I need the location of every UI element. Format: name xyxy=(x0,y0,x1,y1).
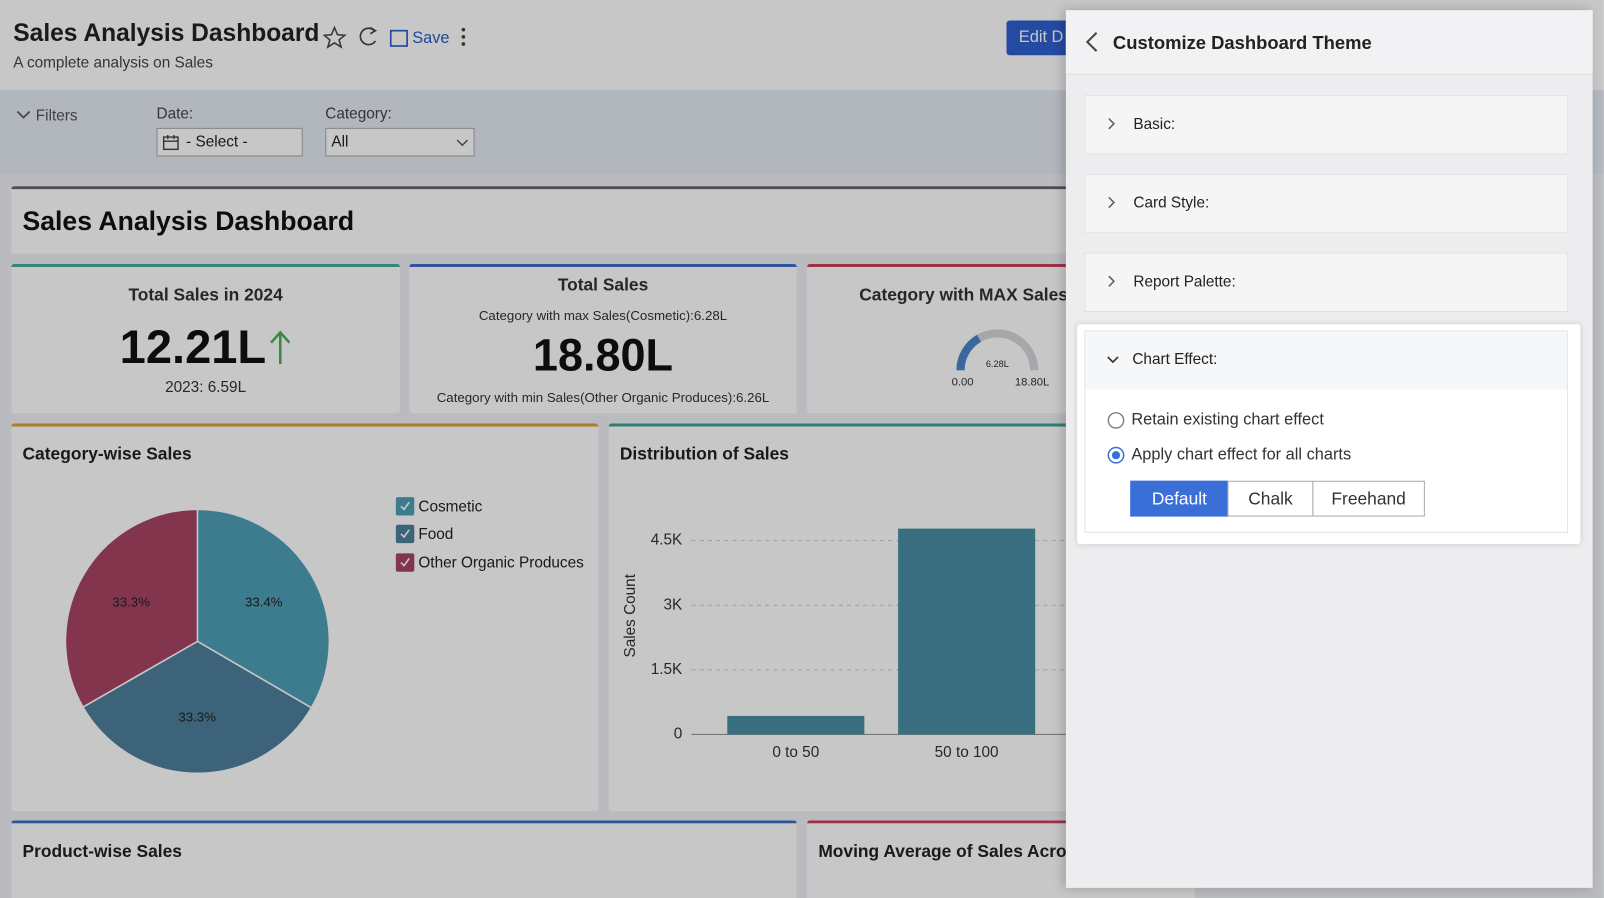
trend-up-arrow xyxy=(270,330,291,365)
radio-group xyxy=(1107,412,1125,464)
bar xyxy=(727,715,865,735)
chart-title: Distribution of Sales xyxy=(619,443,789,464)
y-tick-label: 1.5K xyxy=(651,661,683,678)
menu-dot[interactable] xyxy=(461,27,466,32)
x-tick-label: 0 to 50 xyxy=(772,744,819,761)
legend-label[interactable]: Food xyxy=(418,525,454,544)
section-label: Report Palette: xyxy=(1133,273,1236,291)
kpi-card xyxy=(409,263,797,414)
option-label[interactable]: Apply chart effect for all charts xyxy=(1131,445,1352,464)
y-tick-label: 0 xyxy=(674,725,683,742)
refresh-arrow xyxy=(369,26,377,35)
gauge-value xyxy=(956,334,982,371)
legend-label[interactable]: Cosmetic xyxy=(418,498,483,516)
kpi-card xyxy=(11,263,400,414)
chart-card xyxy=(11,820,797,898)
chart-title: Category-wise Sales xyxy=(22,443,192,464)
section-chart-effect xyxy=(1084,330,1569,533)
date-label: Date: xyxy=(156,105,194,123)
filter-chevron[interactable] xyxy=(16,109,31,119)
page-title: Sales Analysis Dashboard xyxy=(13,19,320,48)
y-tick-label: 4.5K xyxy=(651,532,683,549)
section-label: Basic: xyxy=(1133,115,1176,133)
save-button[interactable]: Save xyxy=(412,29,450,48)
slice-label: 33.3% xyxy=(112,595,150,610)
section-label: Card Style: xyxy=(1133,194,1210,212)
category-select[interactable] xyxy=(325,127,475,157)
section-header[interactable] xyxy=(1085,331,1568,390)
bar xyxy=(898,528,1036,735)
menu-dot xyxy=(461,42,466,46)
pie-slice xyxy=(64,508,199,709)
kpi-max-note: Category with max Sales(Cosmetic):6.28L xyxy=(478,307,728,324)
kpi-comparison: 2023: 6.59L xyxy=(165,378,247,396)
kpi-title: Total Sales in 2024 xyxy=(128,285,283,305)
gauge-value-label: 6.28L xyxy=(986,359,1009,369)
legend-checkbox[interactable] xyxy=(395,553,415,572)
section-label: Chart Effect: xyxy=(1132,350,1218,369)
effect-button-selected[interactable]: Default xyxy=(1130,480,1229,517)
theme-panel: Customize Dashboard Theme Basic: Card St… xyxy=(1065,10,1593,888)
calendar-icon xyxy=(162,135,179,151)
kpi-value: 12.21L xyxy=(119,320,267,374)
kpi-title: Category with MAX Sales( xyxy=(859,285,1074,305)
menu-dot xyxy=(461,34,466,39)
expand-chevron xyxy=(1107,356,1119,364)
radio[interactable] xyxy=(1107,412,1125,429)
radio-dot xyxy=(1111,451,1121,460)
kpi-min-note: Category with min Sales(Other Organic Pr… xyxy=(436,389,770,406)
page-subtitle: A complete analysis on Sales xyxy=(13,54,213,72)
y-axis-label: Sales Count xyxy=(622,573,639,657)
date-input[interactable] xyxy=(156,127,303,157)
x-tick-label: 50 to 100 xyxy=(935,744,999,761)
effect-button[interactable]: Chalk xyxy=(1227,480,1314,517)
category-value: All xyxy=(331,132,349,151)
effect-button[interactable]: Freehand xyxy=(1312,480,1425,517)
legend-label[interactable]: Other Organic Produces xyxy=(418,554,584,572)
panel-header xyxy=(1065,10,1593,75)
category-label: Category: xyxy=(325,105,392,123)
legend-checkbox[interactable] xyxy=(395,497,415,516)
refresh-icon[interactable] xyxy=(359,27,377,46)
save-icon[interactable] xyxy=(389,29,408,47)
filters-toggle[interactable]: Filters xyxy=(35,107,78,125)
gauge-max-label: 18.80L xyxy=(1015,377,1049,389)
header-icons xyxy=(323,25,466,49)
y-tick-label: 3K xyxy=(664,596,684,613)
gauge-min-label: 0.00 xyxy=(952,377,974,389)
pie-slice xyxy=(196,508,331,709)
option-label[interactable]: Retain existing chart effect xyxy=(1131,411,1324,429)
section-report-palette[interactable]: Report Palette: xyxy=(1084,252,1569,312)
chart-title: Moving Average of Sales Across xyxy=(818,841,1087,862)
date-value: - Select - xyxy=(186,132,248,151)
kpi-value: 18.80L xyxy=(532,330,674,381)
legend-checkbox[interactable] xyxy=(395,524,415,544)
back-button[interactable] xyxy=(1084,31,1098,54)
title-card xyxy=(11,186,1137,254)
edit-button-label: Edit D xyxy=(1018,28,1064,47)
favorite-icon[interactable] xyxy=(323,25,347,49)
panel-title: Customize Dashboard Theme xyxy=(1112,32,1372,54)
chart-title: Product-wise Sales xyxy=(22,841,182,862)
slice-label: 33.3% xyxy=(178,709,216,724)
kpi-title: Total Sales xyxy=(557,275,649,295)
section-card-style[interactable]: Card Style: xyxy=(1084,173,1569,234)
dashboard-title: Sales Analysis Dashboard xyxy=(22,205,355,237)
select-chevron xyxy=(456,139,468,147)
slice-label: 33.4% xyxy=(245,595,283,610)
section-basic[interactable]: Basic: xyxy=(1084,95,1569,155)
